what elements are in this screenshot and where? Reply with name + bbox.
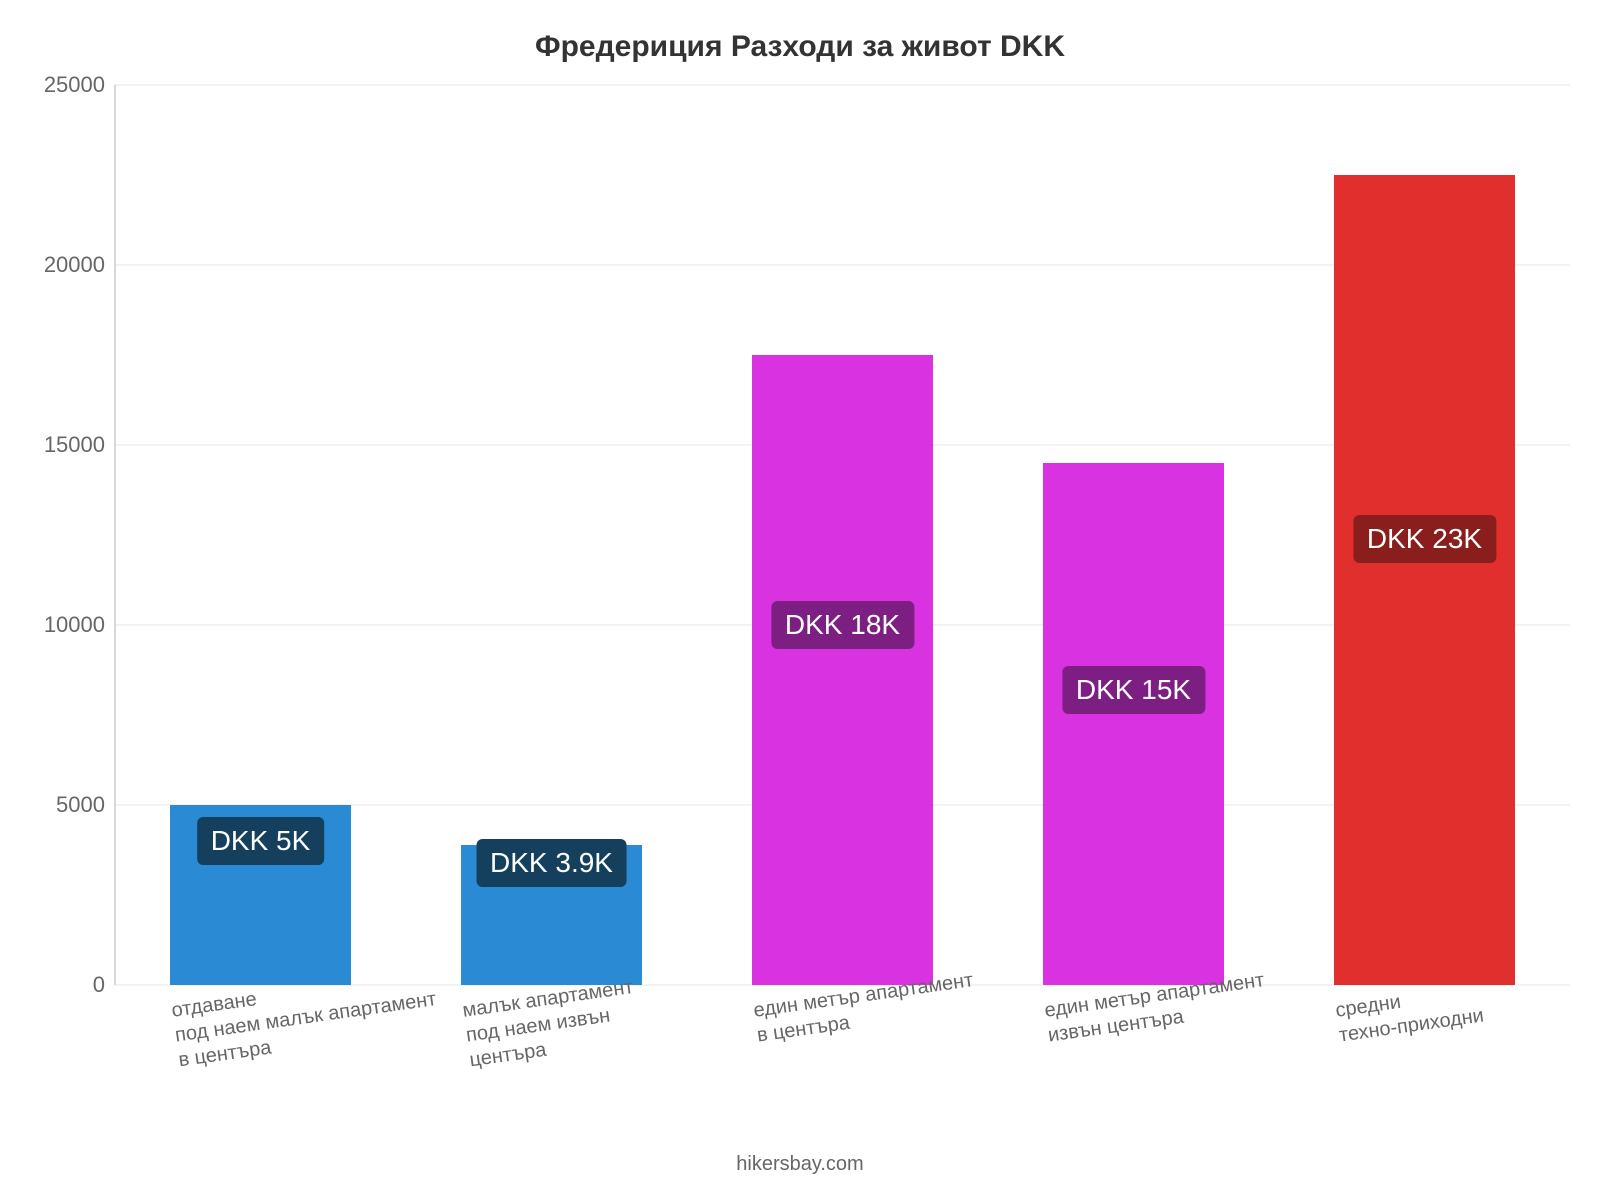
chart-title: Фредериция Разходи за живот DKK	[0, 30, 1600, 64]
bar-value-label: DKK 5K	[197, 817, 325, 865]
bar-value-label: DKK 3.9K	[476, 839, 627, 887]
x-tick-label: малък апартамент под наем извън центъра	[461, 975, 642, 1073]
y-tick-label: 20000	[44, 252, 115, 278]
bar	[1334, 175, 1514, 985]
y-tick-label: 10000	[44, 612, 115, 638]
plot-area: 0500010000150002000025000DKK 5Kотдаване …	[115, 85, 1570, 985]
y-tick-label: 15000	[44, 432, 115, 458]
bar-value-label: DKK 15K	[1062, 666, 1205, 714]
y-tick-label: 25000	[44, 72, 115, 98]
bar	[752, 355, 932, 985]
chart-container: Фредериция Разходи за живот DKK 05000100…	[0, 0, 1600, 1200]
y-tick-label: 5000	[56, 792, 115, 818]
bar	[1043, 463, 1223, 985]
bar-value-label: DKK 18K	[771, 601, 914, 649]
x-tick-label: средни техно-приходни	[1334, 979, 1485, 1049]
y-tick-label: 0	[93, 972, 115, 998]
footer-attribution: hikersbay.com	[0, 1153, 1600, 1176]
bar-value-label: DKK 23K	[1353, 515, 1496, 563]
